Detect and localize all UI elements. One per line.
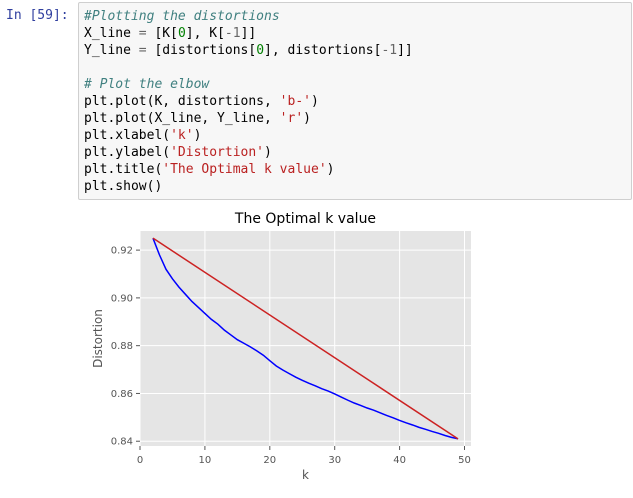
code-token: [K[ (146, 26, 178, 41)
code-token: #Plotting the distortions (84, 9, 280, 24)
y-tick-label: 0.84 (111, 437, 133, 448)
code-line: plt.xlabel('k') (84, 127, 413, 144)
code-line: X_line = [K[0], K[-1]] (84, 25, 413, 42)
code-token: 'k' (170, 128, 194, 143)
code-token: 0 (177, 26, 186, 41)
distortion-line (152, 237, 459, 440)
code-token: ], K[ (185, 26, 225, 41)
code-token: ) (310, 94, 319, 109)
code-text[interactable]: #Plotting the distortions X_line = [K[0],… (84, 8, 413, 195)
code-token: Y_line (84, 43, 139, 58)
code-token: -1 (224, 26, 241, 41)
code-token: ) (303, 111, 311, 126)
code-token: ) (326, 162, 335, 177)
code-token: plt.plot(K, distortions, (84, 94, 280, 109)
code-token: ]] (397, 43, 413, 58)
code-token: plt.show() (84, 179, 163, 194)
code-token: plt.title( (84, 162, 163, 177)
elbow-chart: 0 10 20 30 40 50 0.84 0.86 0.88 0.90 0.92 The Optim… (91, 211, 471, 482)
y-axis-label: Distortion (91, 309, 105, 368)
cell-prompt: In [59]: (6, 8, 69, 23)
x-axis-label: k (302, 468, 309, 482)
code-token: X_line (84, 26, 139, 41)
y-tick-label: 0.88 (111, 341, 133, 352)
x-tick-label: 50 (458, 455, 471, 466)
code-token: # Plot the elbow (84, 77, 210, 92)
code-token: ) (193, 128, 202, 143)
x-tick-label: 30 (328, 455, 341, 466)
code-token: plt.ylabel( (84, 145, 171, 160)
code-token: 'b-' (279, 94, 311, 109)
y-tick-label: 0.86 (111, 389, 133, 400)
code-line: plt.ylabel('Distortion') (84, 144, 413, 161)
x-tick-label: 20 (263, 455, 276, 466)
chart-title: The Optimal k value (234, 211, 376, 227)
y-tick-label: 0.90 (111, 293, 133, 304)
code-token: -1 (381, 43, 398, 58)
code-token: 'Distortion' (170, 145, 265, 160)
x-tick-label: 40 (393, 455, 406, 466)
code-line: plt.plot(X_line, Y_line, 'r') (84, 110, 413, 127)
code-token: = (138, 26, 147, 41)
elbow-reference-line (152, 237, 459, 440)
code-line: plt.show() (84, 178, 413, 195)
code-line: plt.title('The Optimal k value') (84, 161, 413, 178)
code-token: [distortions[ (146, 43, 257, 58)
code-line: # Plot the elbow (84, 76, 413, 93)
code-line: #Plotting the distortions (84, 8, 413, 25)
code-line (84, 59, 413, 76)
code-token: ) (264, 145, 272, 160)
code-token: 0 (256, 43, 265, 58)
code-token: 'The Optimal k value' (162, 162, 327, 177)
code-editor[interactable]: #Plotting the distortions X_line = [K[0],… (78, 2, 632, 200)
cell-output: 0 10 20 30 40 50 0.84 0.86 0.88 0.90 0.92 The Optim… (78, 204, 633, 494)
code-line: plt.plot(K, distortions, 'b-') (84, 93, 413, 110)
code-token: 'r' (279, 111, 304, 126)
code-token: plt.xlabel( (84, 128, 171, 143)
x-tick-label: 10 (199, 455, 212, 466)
x-tick-label: 0 (137, 455, 143, 466)
code-token: ], distortions[ (264, 43, 382, 58)
code-token: = (138, 43, 147, 58)
y-tick-label: 0.92 (111, 246, 133, 257)
code-token: plt.plot(X_line, Y_line, (84, 111, 280, 126)
code-token: ]] (240, 26, 257, 41)
code-line: Y_line = [distortions[0], distortions[-1… (84, 42, 413, 59)
